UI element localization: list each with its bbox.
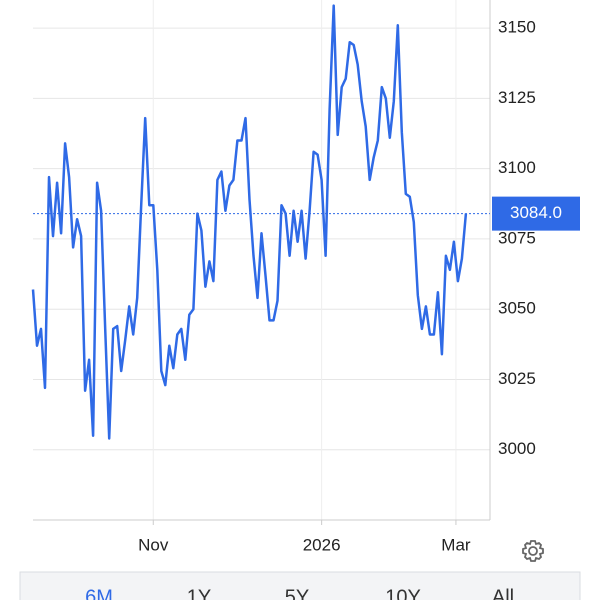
current-value-label: 3084.0: [510, 203, 562, 222]
y-tick-label: 3050: [498, 299, 536, 318]
price-line: [31, 4, 468, 440]
tab[interactable]: 1Y: [187, 586, 211, 605]
tab[interactable]: 5Y: [285, 586, 309, 605]
x-tick-label: Nov: [138, 535, 169, 554]
y-tick-label: 3125: [498, 88, 536, 107]
y-tick-label: 3150: [498, 18, 536, 37]
y-tick-label: 3000: [498, 439, 536, 458]
tab[interactable]: 6M: [85, 586, 113, 605]
settings-icon[interactable]: [522, 540, 544, 562]
current-value-badge: [492, 196, 580, 231]
y-tick-label: 3075: [498, 228, 536, 247]
y-tick-label: 3025: [498, 369, 536, 388]
x-tick-label: Mar: [441, 535, 471, 554]
tab[interactable]: 10Y: [385, 586, 421, 605]
y-tick-label: 3100: [498, 158, 536, 177]
x-tick-label: 2026: [303, 535, 341, 554]
tab[interactable]: All: [492, 586, 514, 605]
